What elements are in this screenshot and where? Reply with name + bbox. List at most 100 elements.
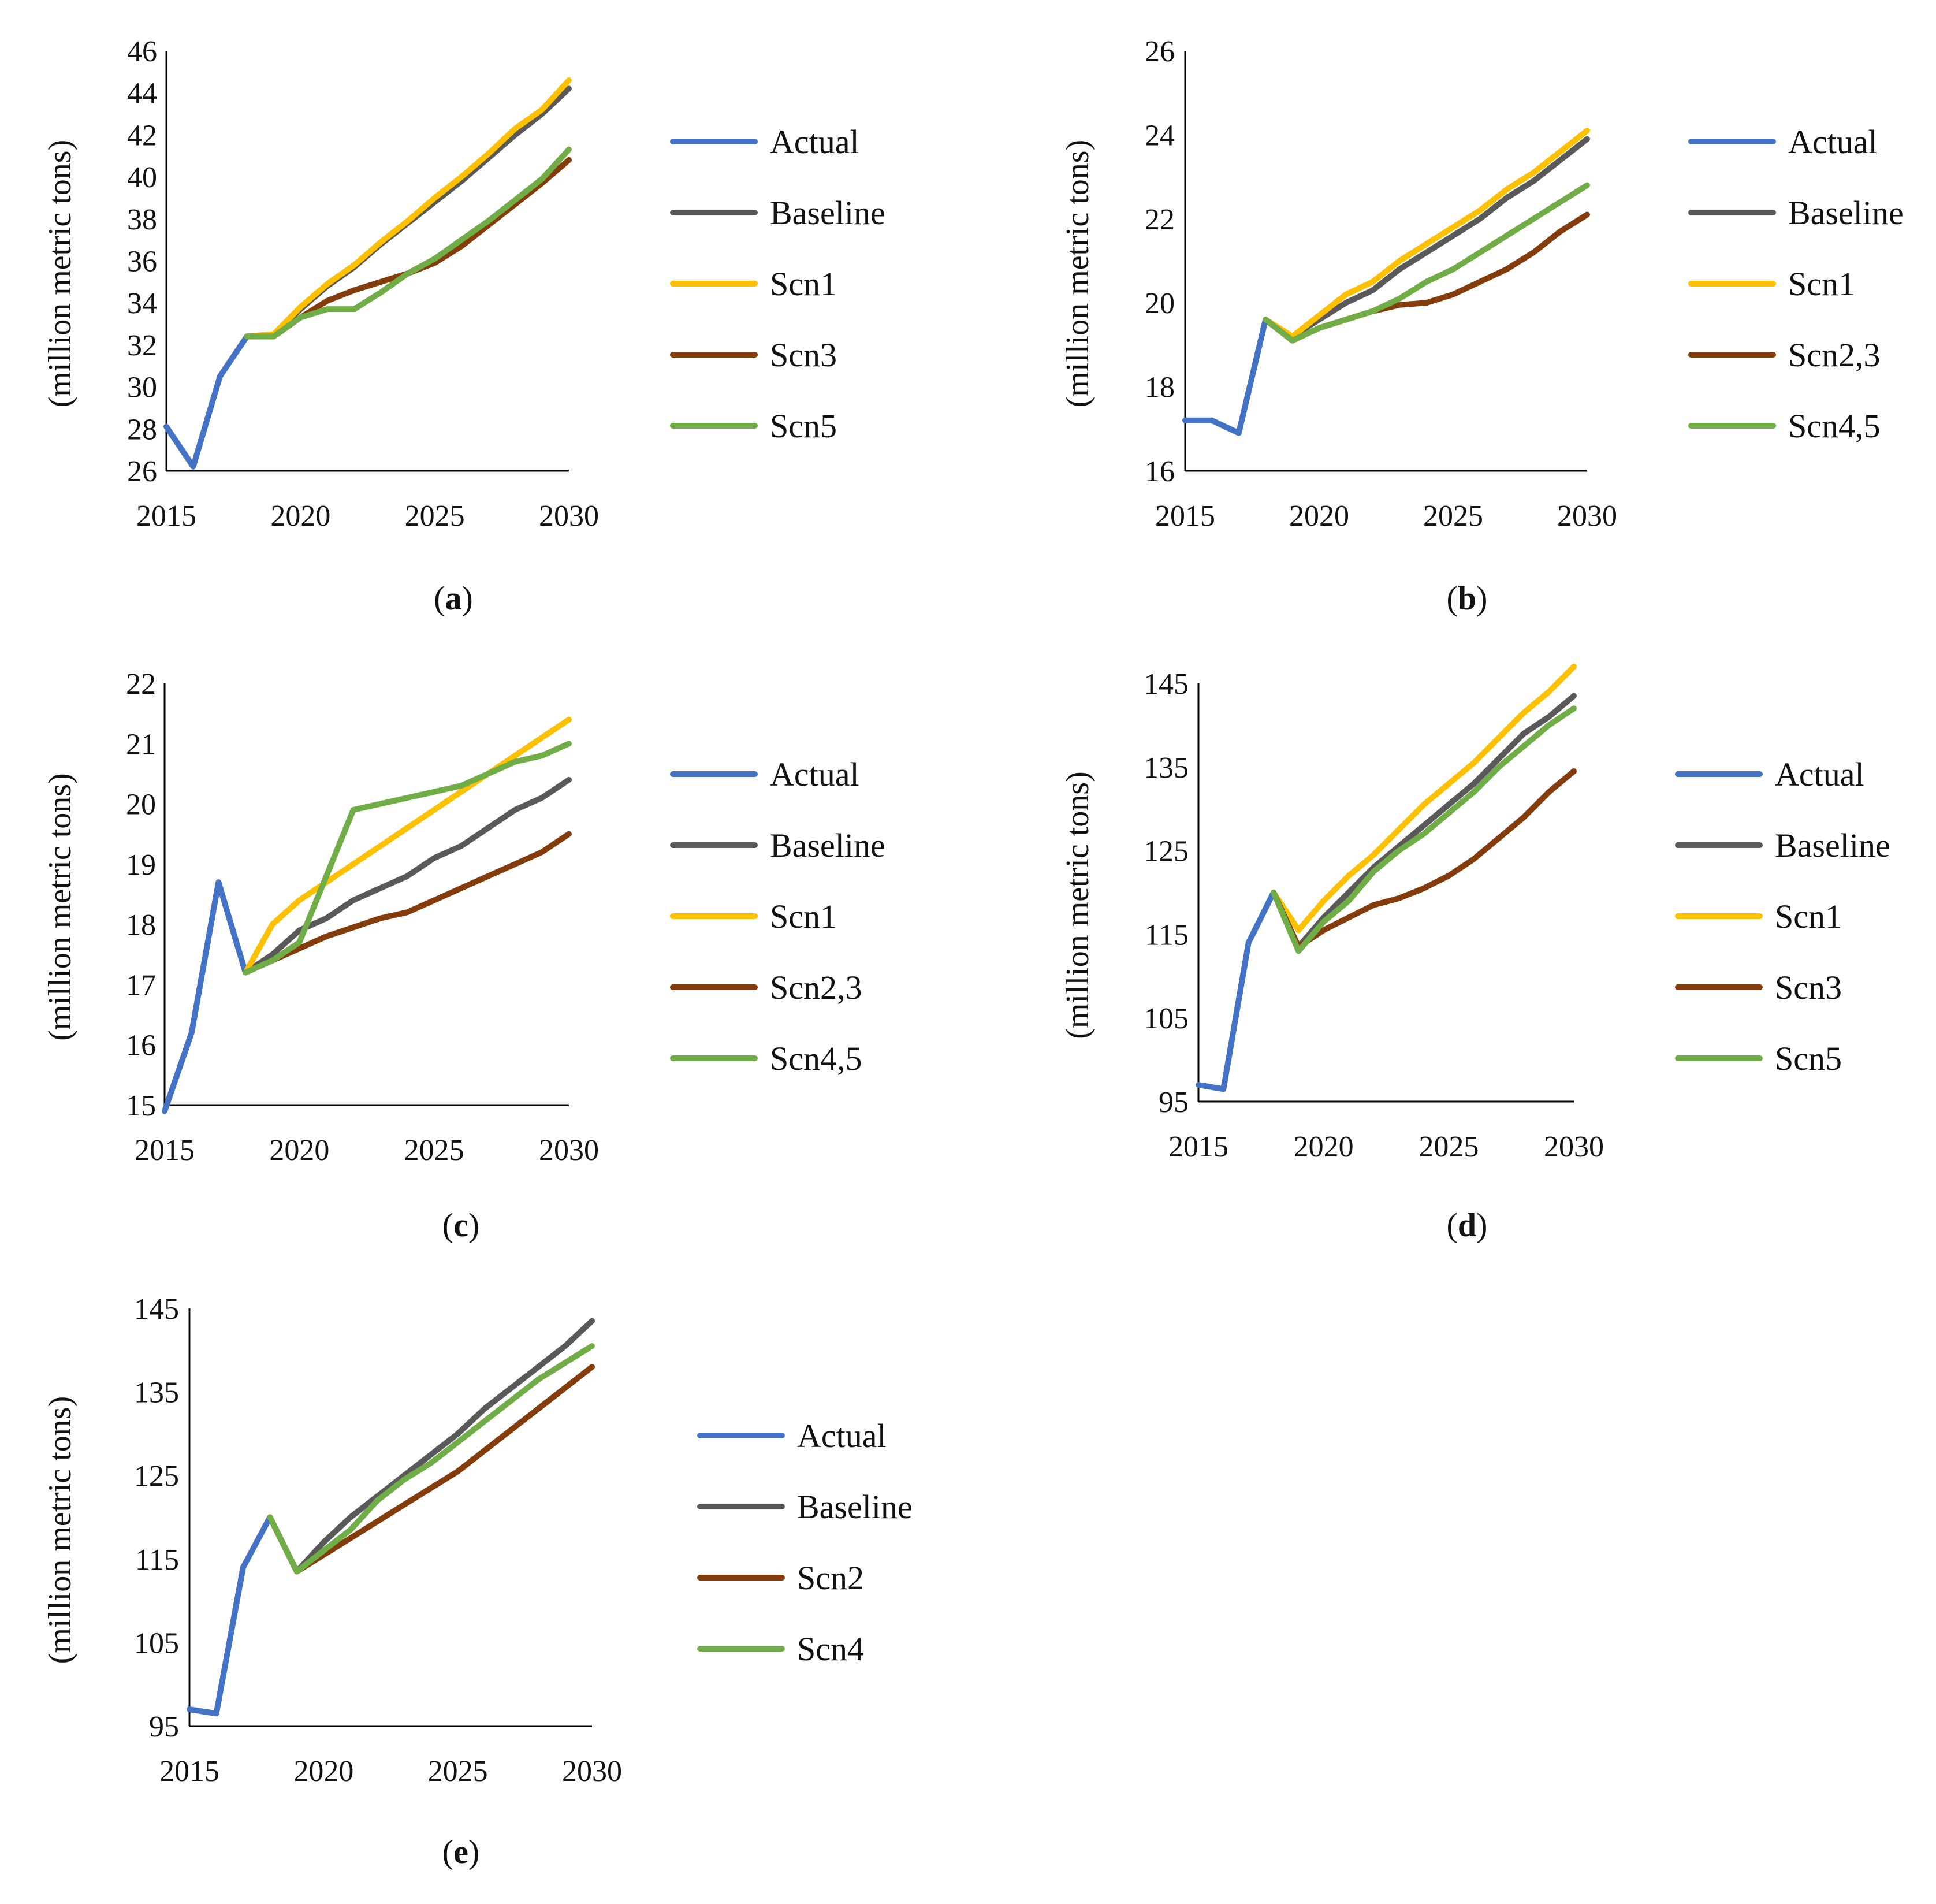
y-tick-label: 19 <box>126 849 156 882</box>
chart-panel-a: 26 28 30 32 34 36 38 40 42 44 46 2015 2020 2025 2030 (m… <box>42 35 885 617</box>
y-tick-label: 105 <box>1144 1002 1189 1035</box>
legend-label: Scn2,3 <box>1788 336 1881 374</box>
panel-caption: (b) <box>1447 579 1488 617</box>
series-line-scn4-5 <box>1263 182 1590 344</box>
x-tick-label: 2020 <box>270 500 330 533</box>
chart-panel-b: 16 18 20 22 24 26 2015 2020 2025 2030 (million met… <box>1060 35 1904 617</box>
y-tick-label: 17 <box>126 969 156 1002</box>
series-line-actual <box>1196 890 1276 1092</box>
legend-label: Scn1 <box>1788 265 1855 303</box>
x-tick-label: 2020 <box>1289 500 1349 533</box>
series-line-scn5 <box>244 146 572 340</box>
x-tick-label: 2030 <box>539 1134 599 1167</box>
legend-label: Scn1 <box>770 898 837 935</box>
series-line-scn5 <box>1271 705 1577 954</box>
x-tick-label: 2015 <box>135 1134 195 1167</box>
y-tick-label: 125 <box>1144 835 1189 868</box>
series-line-scn1 <box>1263 128 1590 340</box>
series-line-scn1 <box>1271 664 1577 934</box>
y-tick-label: 16 <box>1145 455 1175 488</box>
legend-label: Scn4,5 <box>770 1040 862 1077</box>
series-line-baseline <box>243 776 572 976</box>
panel-caption-letter: c <box>453 1206 468 1244</box>
y-tick-label: 115 <box>1145 918 1189 951</box>
legend-label: Scn4 <box>797 1630 864 1668</box>
chart-panel-e: 95 105 115 125 135 145 2015 2020 2025 2030 (millio… <box>42 1293 913 1870</box>
y-tick-label: 36 <box>127 246 157 278</box>
y-tick-label: 22 <box>1145 203 1175 236</box>
series-line-scn4 <box>267 1343 595 1575</box>
series-line-scn4-5 <box>243 741 572 976</box>
y-tick-label: 15 <box>126 1089 156 1122</box>
legend-label: Scn3 <box>1775 969 1842 1006</box>
y-tick-label: 105 <box>134 1627 179 1660</box>
series-line-baseline <box>1271 693 1577 950</box>
legend-label: Scn5 <box>770 407 837 445</box>
y-tick-label: 26 <box>1145 35 1175 68</box>
y-tick-label: 30 <box>127 371 157 404</box>
y-tick-label: 145 <box>134 1293 179 1326</box>
series-line-scn2 <box>267 1364 595 1575</box>
x-tick-label: 2015 <box>1168 1130 1228 1163</box>
panel-caption-letter: b <box>1458 579 1476 617</box>
x-tick-label: 2015 <box>1155 500 1215 533</box>
series-line-scn2-3 <box>243 831 572 976</box>
x-tick-label: 2025 <box>1419 1130 1479 1163</box>
y-tick-label: 125 <box>134 1460 179 1493</box>
legend-label: Scn3 <box>770 336 837 374</box>
x-tick-label: 2030 <box>562 1755 622 1788</box>
legend-label: Baseline <box>1775 827 1890 864</box>
legend-label: Baseline <box>770 194 885 232</box>
y-tick-label: 95 <box>1159 1086 1189 1119</box>
legend-label: Scn4,5 <box>1788 407 1881 445</box>
y-tick-label: 44 <box>127 77 157 110</box>
panel-caption: (e) <box>442 1833 479 1870</box>
y-axis-title: (million metric tons) <box>42 140 78 407</box>
x-tick-label: 2025 <box>428 1755 488 1788</box>
y-tick-label: 46 <box>127 35 157 68</box>
y-tick-label: 16 <box>126 1029 156 1062</box>
y-tick-label: 20 <box>1145 287 1175 320</box>
y-axis-title: (million metric tons) <box>42 773 78 1040</box>
x-tick-label: 2030 <box>539 500 599 533</box>
chart-panel-d: 95 105 115 125 135 145 2015 2020 2025 2030 (millio… <box>1060 664 1890 1244</box>
x-tick-label: 2025 <box>404 1134 464 1167</box>
series-line-actual <box>1182 317 1269 436</box>
legend-label: Actual <box>1788 123 1878 161</box>
legend-label: Scn1 <box>1775 898 1842 935</box>
series-line-scn1 <box>244 77 572 340</box>
y-tick-label: 34 <box>127 287 157 320</box>
x-tick-label: 2025 <box>1423 500 1483 533</box>
x-tick-label: 2030 <box>1557 500 1617 533</box>
y-tick-label: 42 <box>127 119 157 152</box>
x-tick-label: 2020 <box>269 1134 329 1167</box>
legend-label: Scn5 <box>1775 1040 1842 1077</box>
series-line-baseline <box>267 1318 595 1575</box>
legend-label: Scn2 <box>797 1559 864 1597</box>
y-tick-label: 40 <box>127 161 157 194</box>
chart-panel-c: 15 16 17 18 19 20 21 22 2015 2020 2025 2030 (million… <box>42 668 885 1244</box>
series-line-actual <box>162 879 248 1114</box>
panel-caption: (d) <box>1447 1206 1488 1244</box>
legend-label: Scn2,3 <box>770 969 862 1006</box>
panel-caption-letter: e <box>453 1833 468 1870</box>
panel-caption-letter: a <box>445 579 462 617</box>
legend-label: Actual <box>770 756 859 793</box>
x-tick-label: 2015 <box>136 500 196 533</box>
legend-label: Baseline <box>1788 194 1904 232</box>
y-tick-label: 38 <box>127 203 157 236</box>
y-tick-label: 28 <box>127 413 157 446</box>
y-tick-label: 20 <box>126 789 156 821</box>
y-tick-label: 145 <box>1144 668 1189 701</box>
y-tick-label: 95 <box>149 1710 179 1743</box>
y-tick-label: 135 <box>134 1377 179 1410</box>
x-tick-label: 2015 <box>159 1755 219 1788</box>
y-axis-title: (million metric tons) <box>42 1396 78 1664</box>
x-tick-label: 2025 <box>405 500 465 533</box>
legend-label: Baseline <box>797 1488 913 1526</box>
y-tick-label: 21 <box>126 728 156 761</box>
series-line-baseline <box>1263 136 1590 340</box>
panel-caption-letter: d <box>1458 1206 1476 1244</box>
y-axis-title: (million metric tons) <box>1060 771 1096 1039</box>
